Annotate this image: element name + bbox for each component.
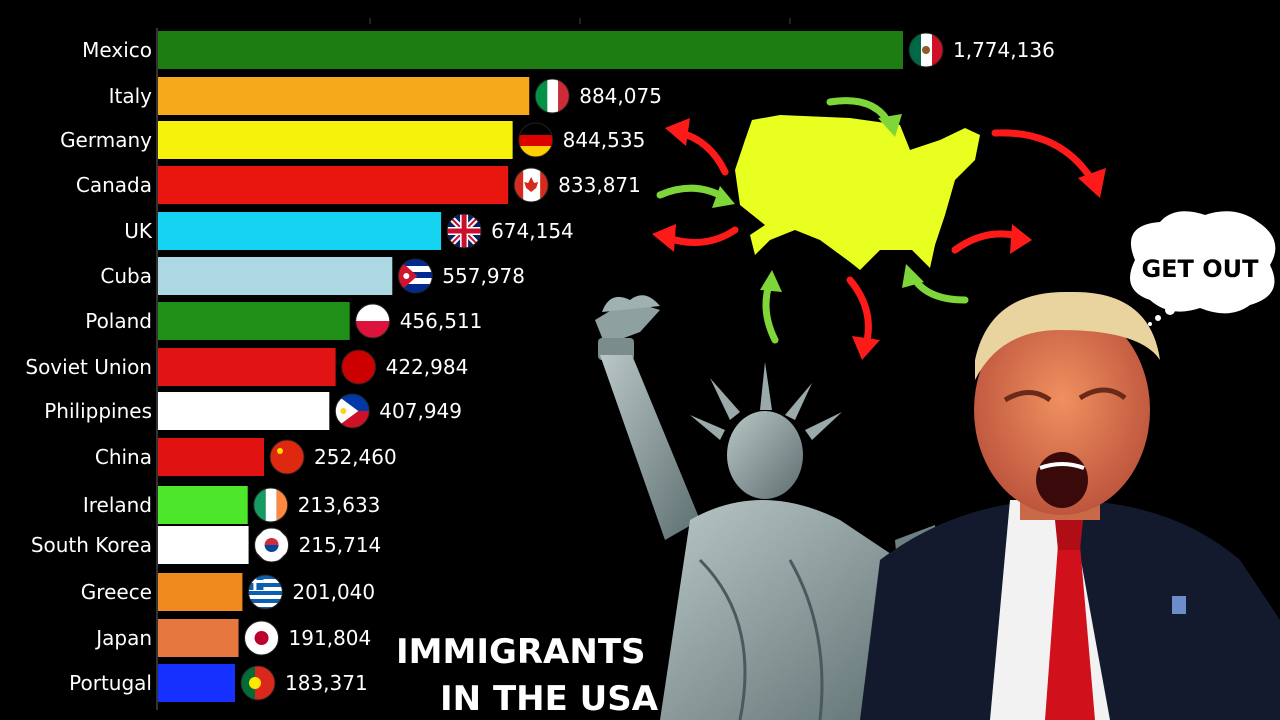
category-label: Cuba (100, 264, 152, 288)
category-label: Japan (94, 626, 152, 650)
bar (158, 438, 265, 476)
value-label: 456,511 (400, 309, 483, 333)
italy-flag-icon (534, 78, 570, 114)
bar (158, 392, 330, 430)
bar (158, 302, 350, 340)
value-label: 407,949 (379, 399, 462, 423)
south-korea-flag-icon (254, 527, 290, 563)
caption: IMMIGRANTS IN THE USA (396, 632, 659, 719)
bar-row: UK 674,154 (124, 212, 574, 250)
bar (158, 212, 442, 250)
soviet-union-flag-icon (341, 349, 377, 385)
arrow-out-icon (652, 224, 739, 252)
category-label: Canada (76, 173, 152, 197)
speech-bubble: GET OUT (1130, 211, 1276, 326)
arrow-out-icon (951, 224, 1032, 254)
value-label: 252,460 (314, 445, 397, 469)
bar-row: Japan 191,804 (94, 619, 371, 657)
bar-row: Cuba 557,978 (100, 257, 525, 295)
category-label: Italy (109, 84, 153, 108)
bar (158, 121, 513, 159)
value-label: 1,774,136 (953, 38, 1055, 62)
arrow-in-icon (656, 184, 735, 208)
ireland-flag-icon (253, 487, 289, 523)
japan-flag-icon (244, 620, 280, 656)
shouting-man-illustration (860, 291, 1280, 720)
category-label: South Korea (31, 533, 152, 557)
value-label: 557,978 (442, 264, 525, 288)
bar-row: Italy 884,075 (109, 77, 662, 115)
arrow-in-icon (826, 97, 902, 137)
value-label: 833,871 (558, 173, 641, 197)
category-label: UK (124, 219, 153, 243)
bar-row: Canada 833,871 (76, 166, 641, 204)
category-label: Soviet Union (25, 355, 152, 379)
value-label: 215,714 (299, 533, 382, 557)
bar (158, 486, 248, 524)
portugal-flag-icon (240, 665, 276, 701)
bar (158, 664, 236, 702)
uk-flag-icon (446, 213, 482, 249)
speech-bubble-text: GET OUT (1141, 255, 1259, 283)
value-label: 183,371 (285, 671, 368, 695)
axis-gridlines (369, 18, 791, 24)
value-label: 213,633 (298, 493, 381, 517)
caption-line-1: IMMIGRANTS (396, 632, 646, 672)
category-label: Philippines (44, 399, 152, 423)
bar-row: Greece 201,040 (81, 573, 375, 611)
usa-map-icon (735, 115, 980, 270)
caption-line-2: IN THE USA (440, 679, 659, 719)
arrow-out-icon (846, 276, 880, 360)
arrow-out-icon (665, 118, 729, 176)
value-label: 674,154 (491, 219, 574, 243)
value-label: 884,075 (579, 84, 662, 108)
value-label: 844,535 (563, 128, 646, 152)
canada-flag-icon (513, 167, 549, 203)
category-label: Poland (85, 309, 152, 333)
bar-row: China 252,460 (95, 438, 397, 476)
category-label: Portugal (69, 671, 152, 695)
bar (158, 348, 336, 386)
arrow-in-icon (760, 270, 782, 344)
value-label: 422,984 (386, 355, 469, 379)
poland-flag-icon (355, 303, 391, 339)
bar (158, 77, 530, 115)
bar-row: Portugal 183,371 (69, 664, 368, 702)
bar-row: South Korea 215,714 (31, 526, 381, 564)
bar-row: Poland 456,511 (85, 302, 482, 340)
bar-row: Germany 844,535 (60, 121, 645, 159)
migration-arrows (652, 97, 1106, 360)
category-label: Ireland (83, 493, 152, 517)
arrow-out-icon (991, 129, 1106, 198)
china-flag-icon (269, 439, 305, 475)
bar-row: Philippines 407,949 (44, 392, 462, 430)
arrow-in-icon (902, 264, 969, 304)
value-label: 191,804 (289, 626, 372, 650)
philippines-flag-icon (334, 393, 370, 429)
greece-flag-icon (247, 574, 283, 610)
bar-row: Mexico 1,774,136 (82, 31, 1055, 69)
bar (158, 166, 509, 204)
bar (158, 526, 249, 564)
mexico-flag-icon (908, 32, 944, 68)
category-label: Germany (60, 128, 152, 152)
bar (158, 619, 239, 657)
category-label: Greece (81, 580, 152, 604)
bar-row: Ireland 213,633 (83, 486, 381, 524)
bar (158, 31, 903, 69)
bar (158, 257, 393, 295)
cuba-flag-icon (397, 258, 433, 294)
category-label: Mexico (82, 38, 152, 62)
bar-row: Soviet Union 422,984 (25, 348, 468, 386)
value-label: 201,040 (292, 580, 375, 604)
bar (158, 573, 243, 611)
germany-flag-icon (518, 122, 554, 158)
category-label: China (95, 445, 152, 469)
bar-chart: Mexico 1,774,136 Italy 884,075 Germany 844,53… (25, 31, 1055, 702)
